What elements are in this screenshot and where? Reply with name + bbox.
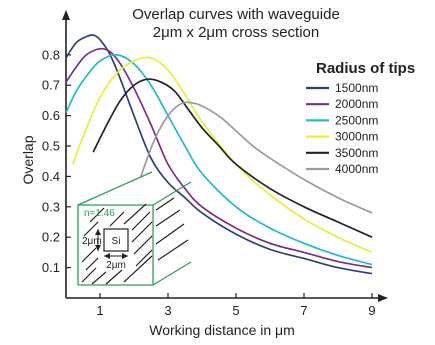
series-line-3000nm [72,56,373,254]
inset-hatch-line [133,235,153,255]
inset-arrow-head [104,253,110,259]
inset-edge-top [77,171,153,206]
x-tick-label: 1 [96,303,103,318]
inset-hatch-line [155,209,181,227]
y-tick-label: 0.6 [42,108,60,123]
inset-core-label: Si [112,236,121,247]
inset-hatch-line [105,269,123,285]
y-axis-label: Overlap [20,135,36,184]
legend-label-2000nm: 2000nm [335,97,378,111]
inset-hatch-line [89,207,105,223]
y-tick-label: 0.2 [42,230,60,245]
series-line-3500nm [92,78,373,238]
inset-hatch-line [123,255,153,283]
y-tick-label: 0.8 [42,47,60,62]
inset-hatch-line [81,267,97,283]
inset-arrow-head [122,253,128,259]
x-ticks: 1 3 5 7 9 [96,293,376,318]
legend-label-2500nm: 2500nm [335,113,378,127]
inset-core [103,228,129,252]
inset-hatch-line [131,211,151,231]
legend-label-1500nm: 1500nm [335,81,378,95]
series-line-2000nm [65,47,373,269]
inset-hatch-line [109,211,125,227]
chart-title-line1: Overlap curves with waveguide [132,6,340,23]
series-line-4000nm [140,101,373,214]
legend-label-4000nm: 4000nm [335,162,378,176]
y-tick-label: 0.4 [42,169,60,184]
inset-hatch-line [135,249,153,267]
inset-index-label: n=1.46 [84,208,115,219]
axes [62,10,388,302]
y-tick-label: 0.5 [42,139,60,154]
x-tick-label: 3 [164,303,171,318]
inset-hatch-line [123,203,147,225]
y-axis-arrow [62,10,70,20]
x-tick-label: 9 [368,303,375,318]
legend-label-3500nm: 3500nm [335,146,378,160]
y-tick-label: 0.1 [42,260,60,275]
x-axis-label: Working distance in μm [149,322,295,338]
inset-hatch-line [131,221,153,243]
series-line-1500nm [65,34,373,275]
legend-label-3000nm: 3000nm [335,130,378,144]
inset-hatch-line [155,197,175,211]
legend: Radius of tips 1500nm 2000nm 2500nm 3000nm 3… [306,60,415,176]
waveguide-inset: Si n=1.46 2μm 2μm [77,171,192,286]
chart-title-line2: 2μm x 2μm cross section [153,24,320,41]
inset-width-label: 2μm [106,260,126,271]
legend-title: Radius of tips [316,60,415,77]
y-tick-label: 0.7 [42,78,60,93]
inset-hatch-line [157,239,189,261]
y-tick-label: 0.3 [42,199,60,214]
x-axis-arrow [378,294,388,302]
x-tick-label: 5 [232,303,239,318]
inset-hatching [81,197,189,285]
inset-hatch-line [85,257,99,271]
inset-arrow-head [95,229,101,235]
inset-hatch-line [83,221,99,237]
inset-arrow-head [95,245,101,251]
inset-hatch-line [81,247,97,263]
series-group [65,34,373,275]
x-tick-label: 7 [300,303,307,318]
inset-hatch-line [155,223,185,245]
y-ticks: 0.1 0.2 0.3 0.4 0.5 0.6 0.7 0.8 [42,47,71,275]
inset-edge-right-top [152,181,192,206]
inset-height-label: 2μm [82,236,102,247]
inset-edge-right-bottom [152,261,192,286]
inset-hatch-line [91,271,107,285]
